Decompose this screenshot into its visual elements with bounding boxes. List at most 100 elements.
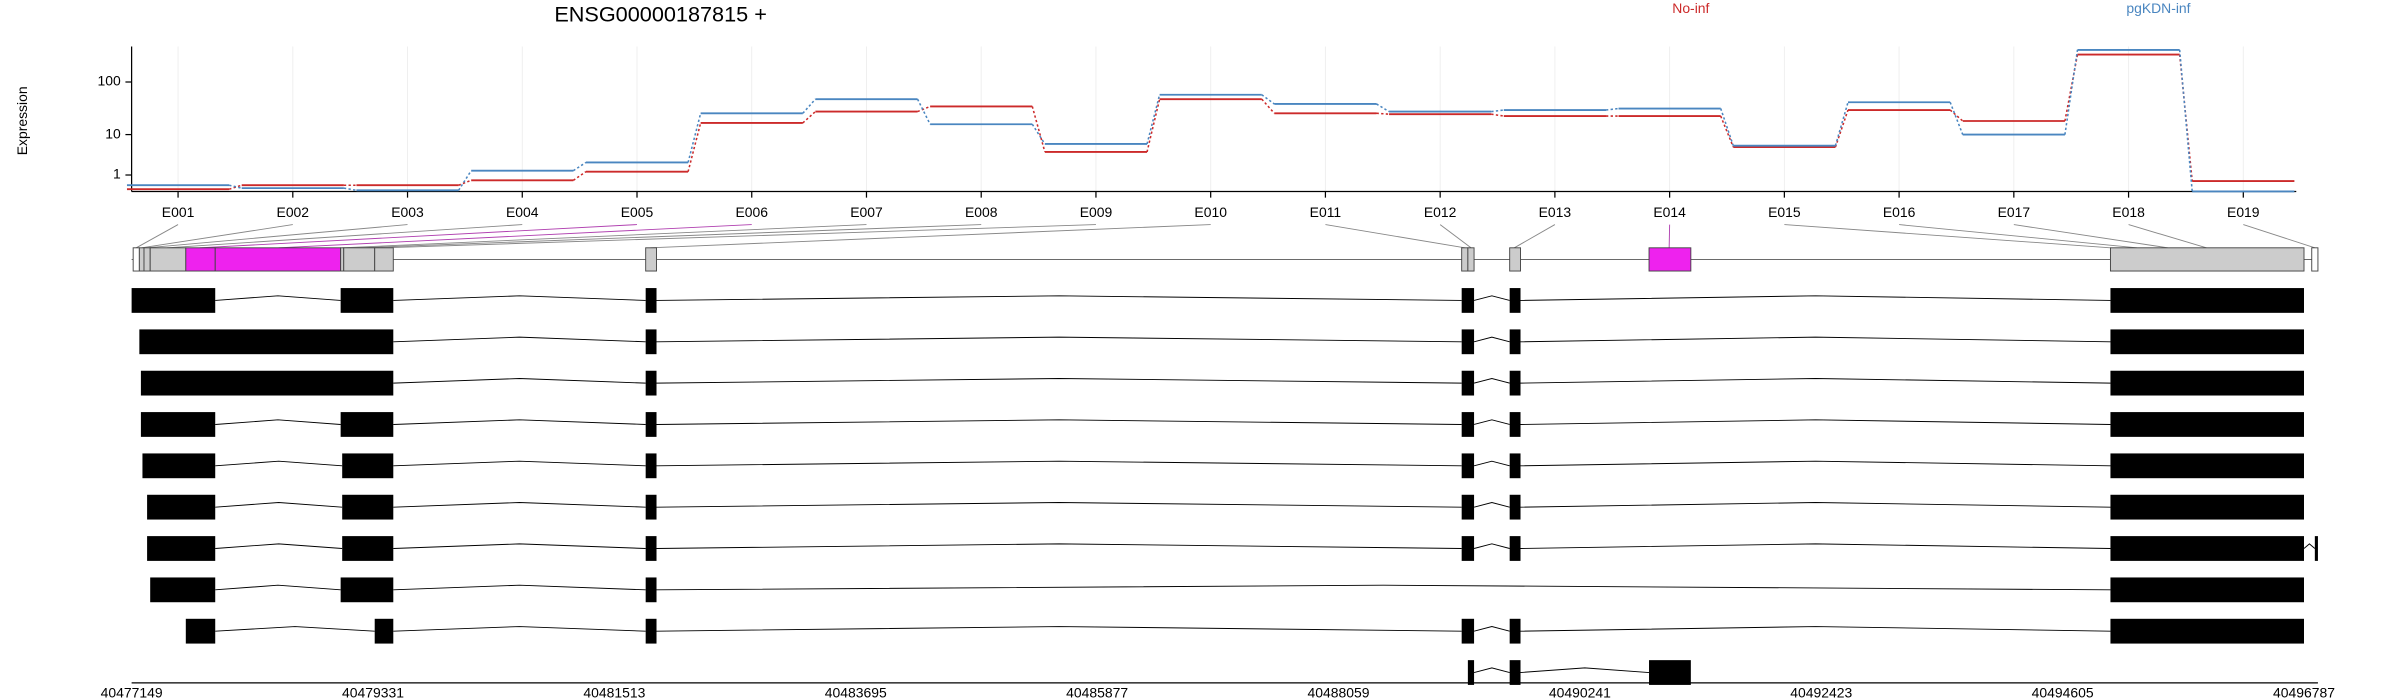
- gene-exon: [343, 247, 376, 272]
- transcript-intron: [215, 584, 341, 591]
- genomic-tick-label: 40479331: [342, 684, 404, 700]
- x-tick-label: E003: [391, 204, 424, 220]
- exon-link: [167, 224, 523, 249]
- series-connector: [802, 111, 816, 124]
- x-tick-label: E012: [1424, 204, 1457, 220]
- x-tick-label: E007: [850, 204, 883, 220]
- transcript-exon: [2110, 494, 2304, 520]
- transcript-exon: [1509, 618, 1521, 644]
- transcript-exon: [1461, 329, 1475, 355]
- y-axis-label: Expression: [14, 86, 30, 155]
- transcript-exon: [150, 577, 216, 603]
- transcript-exon: [1461, 536, 1475, 561]
- transcript-exon: [645, 329, 657, 355]
- genomic-tick-label: 40490241: [1549, 684, 1611, 700]
- transcript-intron: [215, 626, 375, 632]
- transcript-intron: [393, 543, 646, 549]
- genomic-tick-label: 40485877: [1066, 684, 1128, 700]
- gene-exon: [143, 247, 151, 272]
- transcript-exon: [1461, 494, 1475, 520]
- gene-exon: [214, 247, 342, 272]
- transcript-intron: [393, 502, 646, 508]
- transcript-exon: [645, 412, 657, 437]
- transcript-exon: [1467, 660, 1475, 685]
- transcript-exon: [1461, 370, 1475, 396]
- genomic-tick-label: 40483695: [825, 684, 887, 700]
- transcript-intron: [215, 543, 343, 549]
- genomic-tick-label: 40488059: [1308, 684, 1370, 700]
- transcript-exon: [2110, 329, 2304, 355]
- exon-link: [2013, 224, 2168, 249]
- transcript-exon: [1509, 494, 1521, 520]
- transcript-intron: [393, 626, 646, 632]
- genomic-tick-label: 40492423: [1790, 684, 1852, 700]
- x-tick-label: E016: [1883, 204, 1916, 220]
- series-connector: [572, 171, 587, 181]
- transcript-exon: [1461, 453, 1475, 479]
- transcript-intron: [215, 295, 341, 301]
- transcript-exon: [342, 494, 394, 520]
- series-connector: [1719, 108, 1734, 146]
- exon-link: [1899, 224, 2137, 249]
- transcript-exon: [1649, 660, 1691, 685]
- series-connector: [343, 187, 357, 192]
- transcript-exon: [147, 494, 216, 520]
- genomic-tick-label: 40496787: [2273, 684, 2335, 700]
- series-connector: [1146, 98, 1161, 153]
- transcript-exon: [645, 577, 657, 603]
- y-tick-label: 1: [113, 166, 121, 182]
- gene-exon: [1648, 247, 1692, 272]
- transcript-exon: [340, 577, 394, 603]
- transcript-intron: [656, 584, 2111, 591]
- transcript-exon: [1509, 412, 1521, 437]
- transcript-intron: [656, 626, 1462, 632]
- transcript-intron: [1473, 543, 1510, 549]
- transcript-exon: [645, 288, 657, 313]
- series-connector: [1949, 101, 1964, 135]
- series-connector: [1146, 94, 1161, 145]
- x-tick-label: E018: [2112, 204, 2145, 220]
- genomic-tick-label: 40477149: [101, 684, 163, 700]
- transcript-intron: [1473, 419, 1510, 425]
- series-connector: [1834, 102, 1849, 146]
- transcript-intron: [656, 502, 1462, 508]
- exon-link: [650, 224, 1211, 249]
- gene-exon: [185, 247, 216, 272]
- x-tick-label: E009: [1080, 204, 1113, 220]
- transcript-intron: [1473, 460, 1510, 467]
- transcript-exon: [342, 453, 394, 479]
- transcript-exon: [139, 329, 394, 355]
- gene-exon: [138, 247, 145, 272]
- transcript-intron: [393, 295, 646, 301]
- exon-link: [1784, 224, 2111, 249]
- series-connector: [1376, 112, 1390, 115]
- transcript-exon: [645, 618, 657, 644]
- exon-link: [359, 224, 982, 249]
- series-connector: [2178, 49, 2193, 192]
- transcript-intron: [393, 419, 646, 425]
- transcript-intron: [215, 460, 343, 467]
- transcript-intron: [1520, 543, 2111, 549]
- transcript-intron: [215, 419, 341, 425]
- transcript-intron: [1473, 502, 1510, 508]
- series-connector: [917, 105, 931, 113]
- transcript-exon: [645, 536, 657, 561]
- transcript-exon: [1509, 329, 1521, 355]
- series-connector: [2064, 49, 2079, 135]
- transcript-intron: [393, 584, 646, 591]
- gene-exon: [132, 247, 140, 272]
- transcript-exon: [2110, 288, 2304, 313]
- series-connector: [1720, 115, 1734, 148]
- gene-exon: [645, 247, 657, 272]
- exon-link: [278, 224, 752, 249]
- exon-link: [1325, 224, 1465, 249]
- genomic-tick-label: 40494605: [2032, 684, 2094, 700]
- series-connector: [1031, 123, 1046, 145]
- transcript-exon: [1509, 370, 1521, 396]
- x-tick-label: E002: [277, 204, 310, 220]
- x-tick-label: E017: [1998, 204, 2031, 220]
- transcript-exon: [142, 453, 216, 479]
- transcript-intron: [2303, 543, 2316, 549]
- series-connector: [457, 170, 472, 191]
- series-connector: [916, 98, 931, 125]
